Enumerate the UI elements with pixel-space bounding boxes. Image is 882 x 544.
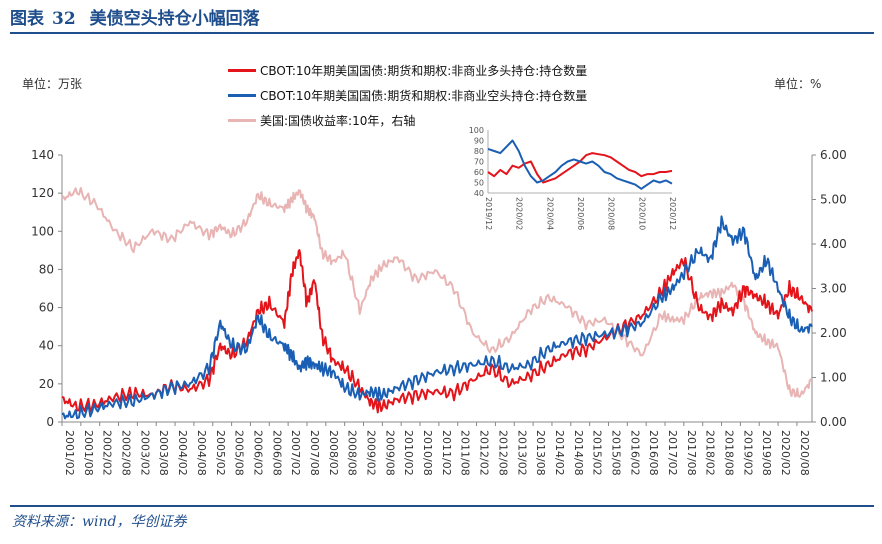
x-tick-label: 2015/08 (609, 430, 622, 476)
inset-x-tick-label: 2020/08 (607, 197, 616, 230)
left-tick-label: 80 (39, 262, 54, 276)
x-tick-label: 2001/08 (82, 430, 95, 476)
x-tick-label: 2002/02 (101, 430, 114, 476)
x-tick-label: 2012/02 (478, 430, 491, 476)
inset-y-tick-label: 100 (469, 126, 484, 135)
x-tick-label: 2013/08 (534, 430, 547, 476)
x-tick-label: 2012/08 (496, 430, 509, 476)
inset-x-tick-label: 2020/02 (515, 197, 524, 230)
inset-y-tick-label: 60 (474, 168, 484, 177)
right-tick-label: 0.00 (820, 415, 847, 429)
left-tick-label: 140 (31, 148, 54, 162)
inset-y-tick-label: 80 (474, 147, 484, 156)
right-tick-label: 5.00 (820, 193, 847, 207)
legend-swatch-long (228, 69, 256, 72)
x-tick-label: 2018/08 (723, 430, 736, 476)
x-tick-label: 2009/08 (383, 430, 396, 476)
x-tick-label: 2019/02 (741, 430, 754, 476)
inset-y-tick-label: 70 (474, 158, 484, 167)
x-tick-label: 2020/08 (798, 430, 811, 476)
x-tick-label: 2004/02 (176, 430, 189, 476)
x-tick-label: 2007/08 (308, 430, 321, 476)
figure-title: 图表 32 美债空头持仓小幅回落 (10, 4, 260, 29)
x-tick-label: 2011/02 (440, 430, 453, 476)
x-tick-label: 2010/08 (421, 430, 434, 476)
x-tick-label: 2009/02 (365, 430, 378, 476)
figure-number: 32 (52, 9, 76, 29)
x-tick-label: 2020/02 (779, 430, 792, 476)
x-tick-label: 2001/02 (63, 430, 76, 476)
x-tick-label: 2018/02 (704, 430, 717, 476)
figure-prefix: 图表 (10, 9, 44, 29)
left-tick-label: 60 (39, 301, 54, 315)
x-tick-label: 2017/02 (666, 430, 679, 476)
left-tick-label: 20 (39, 377, 54, 391)
inset-x-tick-label: 2020/04 (545, 197, 554, 230)
left-tick-label: 40 (39, 339, 54, 353)
legend-item-long: CBOT:10年期美国国债:期货和期权:非商业多头持仓:持仓数量 (228, 58, 587, 83)
right-tick-label: 2.00 (820, 326, 847, 340)
x-tick-label: 2007/02 (289, 430, 302, 476)
x-tick-label: 2016/08 (647, 430, 660, 476)
source-note: 资料来源：wind，华创证券 (12, 514, 187, 530)
x-tick-label: 2008/02 (327, 430, 340, 476)
x-tick-label: 2004/08 (195, 430, 208, 476)
left-tick-label: 0 (46, 415, 54, 429)
x-tick-label: 2019/08 (760, 430, 773, 476)
x-tick-label: 2002/08 (120, 430, 133, 476)
legend-item-yield: 美国:国债收益率:10年，右轴 (228, 108, 587, 133)
x-tick-label: 2015/02 (591, 430, 604, 476)
legend-label-short: CBOT:10年期美国国债:期货和期权:非商业空头持仓:持仓数量 (260, 89, 588, 103)
inset-series-line-short (487, 139, 673, 190)
legend-swatch-short (228, 94, 256, 97)
inset-x-tick-label: 2020/06 (576, 197, 585, 230)
right-tick-label: 3.00 (820, 282, 847, 296)
series-line-short (61, 215, 813, 420)
x-tick-label: 2010/02 (402, 430, 415, 476)
x-tick-label: 2005/02 (214, 430, 227, 476)
x-tick-label: 2008/08 (346, 430, 359, 476)
inset-y-tick-label: 50 (474, 179, 484, 188)
legend-label-long: CBOT:10年期美国国债:期货和期权:非商业多头持仓:持仓数量 (260, 64, 588, 78)
inset-y-tick-label: 90 (474, 137, 484, 146)
inset-y-tick-label: 40 (474, 189, 484, 198)
right-tick-label: 4.00 (820, 237, 847, 251)
x-tick-label: 2003/08 (157, 430, 170, 476)
x-tick-label: 2006/02 (251, 430, 264, 476)
x-tick-label: 2006/08 (270, 430, 283, 476)
series-line-yield (61, 187, 813, 398)
bottom-rule (10, 505, 874, 507)
figure-title-text: 美债空头持仓小幅回落 (89, 9, 260, 29)
x-tick-label: 2003/02 (138, 430, 151, 476)
inset-x-tick-label: 2019/12 (484, 197, 493, 230)
legend: CBOT:10年期美国国债:期货和期权:非商业多头持仓:持仓数量 CBOT:10… (228, 58, 587, 133)
x-tick-label: 2016/02 (628, 430, 641, 476)
x-tick-label: 2005/08 (233, 430, 246, 476)
x-tick-label: 2014/08 (572, 430, 585, 476)
inset-x-tick-label: 2020/10 (637, 197, 646, 230)
left-tick-label: 100 (31, 224, 54, 238)
x-tick-label: 2011/08 (459, 430, 472, 476)
series-line-long (61, 249, 813, 414)
inset-x-tick-label: 2020/12 (668, 197, 677, 230)
x-tick-label: 2014/02 (553, 430, 566, 476)
right-unit-label: 单位：% (774, 77, 822, 91)
legend-label-yield: 美国:国债收益率:10年，右轴 (260, 114, 416, 128)
left-tick-label: 120 (31, 186, 54, 200)
right-tick-label: 1.00 (820, 371, 847, 385)
legend-swatch-yield (228, 119, 256, 122)
left-unit-label: 单位：万张 (22, 77, 83, 91)
right-tick-label: 6.00 (820, 148, 847, 162)
top-rule (10, 32, 874, 34)
x-tick-label: 2017/08 (685, 430, 698, 476)
x-tick-label: 2013/02 (515, 430, 528, 476)
legend-item-short: CBOT:10年期美国国债:期货和期权:非商业空头持仓:持仓数量 (228, 83, 587, 108)
